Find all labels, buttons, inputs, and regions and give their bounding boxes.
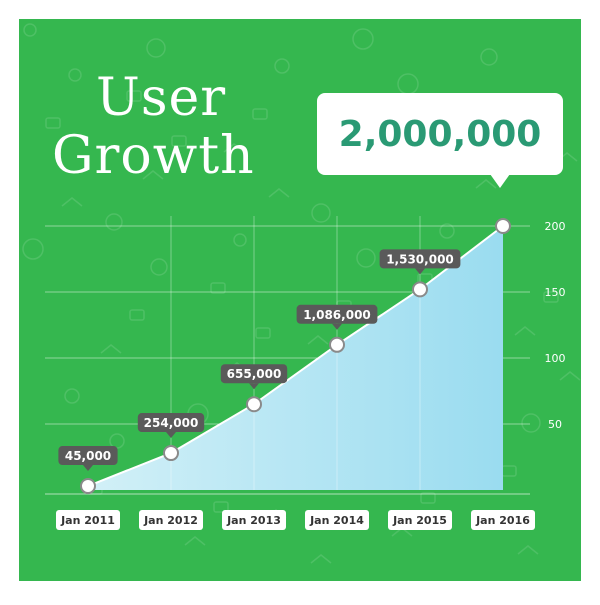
x-tick-label: Jan 2016 bbox=[471, 510, 535, 530]
x-tick-label: Jan 2014 bbox=[305, 510, 369, 530]
data-label-pointer bbox=[249, 383, 259, 390]
data-label-pointer bbox=[83, 465, 93, 472]
x-tick-text: Jan 2013 bbox=[226, 514, 281, 527]
doodle-square bbox=[129, 309, 145, 321]
doodle-circle bbox=[439, 223, 455, 239]
data-label-box bbox=[220, 364, 288, 384]
x-tick-box bbox=[471, 510, 535, 530]
callout-pointer bbox=[490, 174, 510, 188]
x-tick-text: Jan 2016 bbox=[475, 514, 530, 527]
doodle-stroke bbox=[310, 554, 332, 564]
doodle-square bbox=[420, 492, 436, 504]
doodle-circle bbox=[233, 233, 247, 247]
data-label-pointer bbox=[166, 432, 176, 439]
data-point bbox=[329, 336, 345, 353]
doodle-stroke bbox=[223, 143, 245, 153]
y-tick-label: 150 bbox=[545, 286, 566, 299]
x-tick-box bbox=[222, 510, 286, 530]
x-tick-text: Jan 2011 bbox=[60, 514, 115, 527]
data-point bbox=[80, 478, 96, 495]
doodle-stroke bbox=[61, 197, 83, 207]
doodle-square bbox=[171, 135, 187, 147]
doodle-stroke bbox=[142, 170, 164, 180]
data-label-box bbox=[58, 446, 118, 466]
doodle-circle bbox=[64, 388, 80, 404]
data-label-pointer bbox=[332, 323, 342, 330]
x-tick-box bbox=[388, 510, 452, 530]
x-tick-box bbox=[56, 510, 120, 530]
doodle-square bbox=[543, 291, 559, 303]
data-point bbox=[246, 396, 262, 413]
doodle-stroke bbox=[268, 188, 290, 198]
data-label-box bbox=[296, 304, 378, 324]
doodle-circle bbox=[480, 48, 498, 66]
doodle-square bbox=[126, 90, 142, 102]
x-tick-label: Jan 2011 bbox=[56, 510, 120, 530]
title-line-1: User bbox=[96, 68, 227, 128]
data-point bbox=[163, 445, 179, 462]
doodle-circle bbox=[23, 23, 37, 37]
x-tick-box bbox=[305, 510, 369, 530]
title-line-2: Growth bbox=[52, 126, 255, 186]
y-tick-label: 100 bbox=[545, 352, 566, 365]
data-label-box bbox=[379, 249, 461, 269]
data-label: 655,000 bbox=[220, 364, 288, 390]
x-tick-label: Jan 2015 bbox=[388, 510, 452, 530]
data-label-text: 45,000 bbox=[65, 449, 111, 463]
doodle-square bbox=[45, 117, 61, 129]
data-label: 45,000 bbox=[58, 446, 118, 472]
total-users-value: 2,000,000 bbox=[338, 113, 542, 155]
doodle-square bbox=[252, 108, 268, 120]
doodle-square bbox=[255, 327, 271, 339]
x-tick-text: Jan 2014 bbox=[309, 514, 364, 527]
data-label: 254,000 bbox=[137, 413, 205, 439]
doodle-circle bbox=[356, 248, 376, 268]
data-point bbox=[412, 281, 428, 298]
doodle-circle bbox=[150, 258, 168, 276]
doodle-stroke bbox=[517, 545, 539, 555]
doodle-stroke bbox=[307, 335, 329, 345]
data-point bbox=[495, 218, 511, 234]
doodle-circle bbox=[105, 213, 123, 231]
doodle-circle bbox=[22, 238, 44, 260]
doodle-stroke bbox=[514, 326, 536, 336]
total-users-callout: 2,000,000 bbox=[317, 93, 563, 175]
doodle-circle bbox=[274, 58, 290, 74]
data-label-pointer bbox=[415, 268, 425, 275]
data-label-text: 655,000 bbox=[227, 367, 282, 381]
data-label: 1,086,000 bbox=[296, 304, 378, 330]
doodle-stroke bbox=[184, 536, 206, 546]
x-tick-text: Jan 2015 bbox=[392, 514, 447, 527]
data-label-text: 1,530,000 bbox=[386, 252, 454, 266]
area-fill bbox=[88, 226, 503, 490]
doodle-circle bbox=[311, 203, 331, 223]
doodle-stroke bbox=[559, 371, 581, 381]
doodle-circle bbox=[352, 28, 374, 50]
doodle-square bbox=[210, 282, 226, 294]
data-label-box bbox=[137, 413, 205, 433]
y-tick-label: 200 bbox=[545, 220, 566, 233]
y-tick-label: 50 bbox=[548, 418, 562, 431]
doodle-square bbox=[213, 501, 229, 513]
x-tick-label: Jan 2012 bbox=[139, 510, 203, 530]
data-label-text: 1,086,000 bbox=[303, 308, 371, 322]
series-line bbox=[87, 225, 504, 487]
doodle-circle bbox=[68, 68, 82, 82]
doodle-stroke bbox=[100, 344, 122, 354]
x-tick-label: Jan 2013 bbox=[222, 510, 286, 530]
x-tick-box bbox=[139, 510, 203, 530]
doodle-circle bbox=[521, 413, 541, 433]
data-label-text: 254,000 bbox=[144, 416, 199, 430]
data-label: 1,530,000 bbox=[379, 249, 461, 275]
x-tick-text: Jan 2012 bbox=[143, 514, 198, 527]
doodle-circle bbox=[146, 38, 166, 58]
